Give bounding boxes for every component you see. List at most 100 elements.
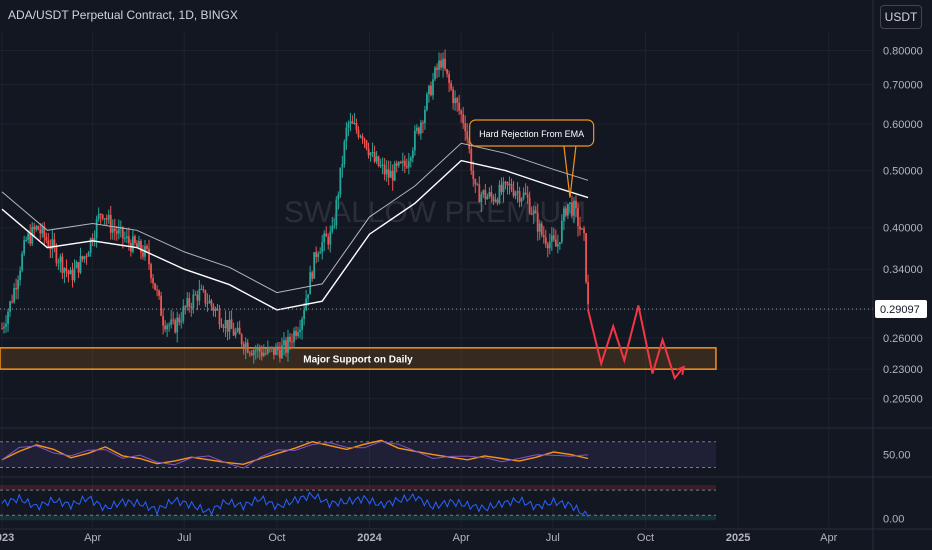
candle-body [540, 223, 543, 235]
candle-body [9, 301, 11, 312]
candle-body [575, 200, 577, 209]
candle-body [272, 346, 275, 355]
candle-body [19, 270, 22, 280]
candle-body [113, 228, 116, 232]
candle-body [134, 236, 136, 244]
candle-body [65, 268, 68, 272]
candle-body [268, 347, 271, 349]
projection-arrowhead [675, 365, 686, 375]
chart-title: ADA/USDT Perpetual Contract, 1D, BINGX [8, 8, 238, 22]
currency-button[interactable]: USDT [880, 5, 922, 29]
candle-body [77, 262, 80, 273]
candle-body [573, 200, 575, 216]
candle-body [417, 127, 420, 134]
candle-body [409, 158, 412, 162]
candle-body [571, 202, 573, 216]
candle-body [486, 196, 489, 200]
candle-body [208, 300, 211, 304]
callout-text: Hard Rejection From EMA [479, 129, 584, 139]
candle-body [212, 305, 215, 312]
candle-body [379, 165, 382, 167]
candle-body [29, 233, 32, 244]
candle-body [536, 212, 539, 232]
candle-body [260, 351, 263, 357]
candle-body [520, 198, 523, 202]
candle-body [250, 353, 253, 356]
candle-body [585, 233, 587, 283]
rsi-line [1, 439, 589, 466]
rsi-signal-line [1, 440, 589, 469]
candle-body [403, 160, 406, 167]
candle-body [240, 334, 243, 345]
candle-body [190, 306, 193, 309]
candle-body [176, 317, 179, 333]
candle-body [565, 208, 567, 216]
candle-body [295, 330, 297, 336]
candle-body [450, 83, 453, 90]
candle-body [15, 288, 17, 290]
candle-body [37, 226, 40, 230]
candle-body [510, 183, 513, 190]
price-tick-label: 0.60000 [883, 119, 923, 131]
candle-body [526, 194, 529, 198]
candle-body [522, 192, 525, 199]
support-zone [0, 347, 717, 370]
candle-body [152, 278, 154, 284]
candle-body [21, 253, 24, 271]
candle-body [109, 214, 112, 233]
candle-body [95, 219, 98, 239]
candle-body [569, 202, 571, 204]
candle-body [25, 239, 28, 241]
candle-body [35, 226, 38, 230]
candle-body [331, 225, 334, 232]
candle-body [129, 243, 132, 252]
candle-body [365, 140, 368, 149]
candle-body [349, 121, 352, 124]
candle-body [69, 269, 72, 275]
candle-body [204, 290, 207, 304]
candle-body [329, 231, 332, 245]
candle-body [347, 123, 350, 128]
last-price-badge [875, 300, 927, 319]
candle-body [103, 218, 106, 220]
candle-body [198, 289, 201, 301]
candle-body [53, 239, 56, 247]
candle-body [430, 85, 432, 96]
candle-body [7, 311, 9, 324]
candle-body [166, 325, 169, 330]
time-tick-label: 2025 [726, 532, 750, 544]
candle-body [158, 290, 160, 296]
candle-body [266, 347, 269, 354]
candle-body [496, 199, 499, 203]
candle-body [244, 342, 247, 350]
candle-body [51, 239, 54, 250]
candle-body [442, 58, 444, 68]
candle-body [432, 79, 434, 96]
candle-body [214, 308, 217, 312]
candle-body [121, 226, 124, 239]
candle-body [361, 136, 364, 139]
candle-body [494, 199, 497, 202]
candle-body [315, 252, 318, 258]
candle-body [375, 156, 378, 162]
candle-body [172, 319, 175, 321]
candle-body [377, 156, 380, 166]
candle-body [478, 184, 481, 203]
candle-body [387, 169, 390, 178]
candle-body [389, 170, 392, 178]
candle-body [57, 262, 60, 264]
candle-body [309, 272, 312, 295]
candle-body [123, 238, 126, 240]
candle-body [327, 236, 330, 245]
candle-body [142, 252, 144, 257]
candle-body [567, 203, 569, 216]
candle-body [468, 139, 471, 150]
candle-body [542, 234, 545, 238]
candle-body [424, 109, 426, 124]
candle-body [577, 208, 579, 227]
candle-body [359, 136, 362, 138]
candle-body [462, 113, 465, 124]
candle-body [422, 122, 424, 124]
candle-body [393, 163, 396, 181]
